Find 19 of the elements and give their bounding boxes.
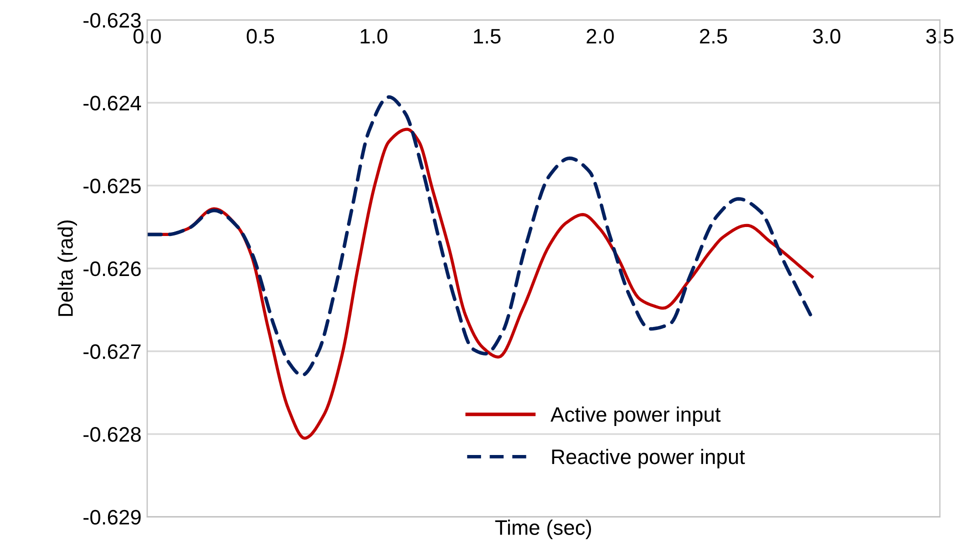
x-tick-label: 0.0	[134, 28, 161, 44]
y-axis-title: Delta (rad)	[58, 220, 77, 316]
x-tick-label: 0.5	[246, 28, 274, 44]
y-tick-label: -0.623	[83, 12, 141, 28]
x-tick-label: 1.5	[474, 29, 501, 44]
legend-label: Reactive power input	[552, 448, 745, 468]
y-tick-label: -0.627	[83, 344, 141, 359]
y-tick-label: -0.629	[83, 510, 141, 525]
x-tick-label: 3.0	[812, 28, 840, 44]
x-tick-label: 2.0	[586, 28, 614, 44]
x-axis-title: Time (sec)	[495, 520, 592, 540]
legend-label: Active power input	[550, 406, 721, 426]
y-tick-label: -0.624	[83, 96, 142, 111]
x-tick-label: 3.5	[926, 28, 954, 44]
y-tick-label: -0.626	[83, 261, 141, 276]
x-tick-label: 1.0	[360, 28, 388, 44]
y-tick-label: -0.625	[83, 178, 141, 194]
y-tick-label: -0.628	[83, 427, 141, 442]
x-tick-label: 2.5	[700, 28, 727, 44]
